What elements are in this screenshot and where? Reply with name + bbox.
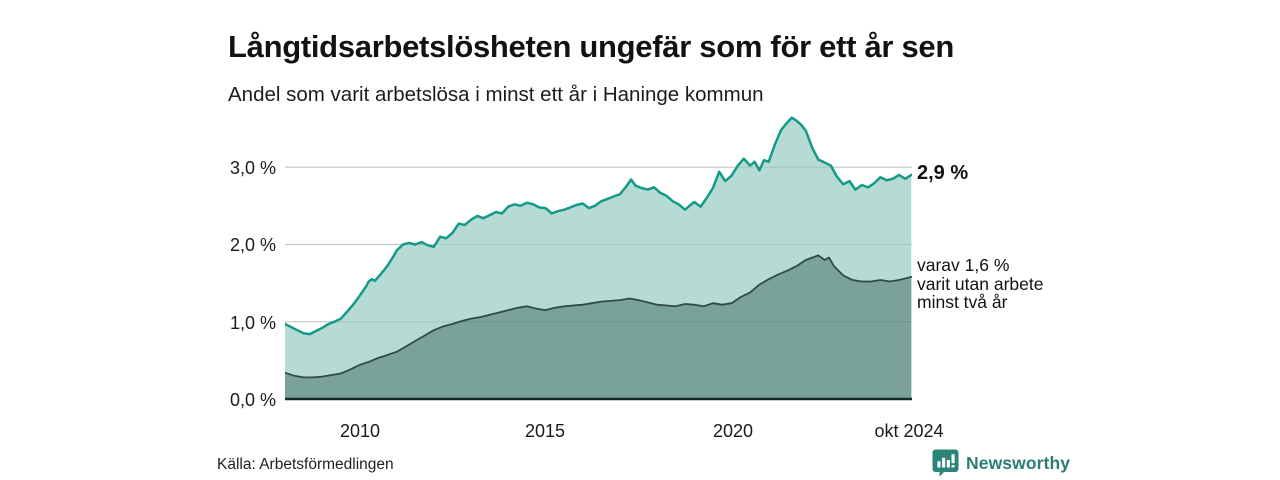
secondary-annotation-line-1: varav 1,6 %	[917, 255, 1010, 275]
secondary-annotation-line-2: varit utan arbete	[917, 273, 1044, 294]
y-axis-tick-3: 3,0 %	[229, 158, 276, 178]
x-axis-tick-okt-2024: okt 2024	[874, 421, 944, 441]
x-axis-tick-2015: 2015	[524, 421, 566, 441]
secondary-value-annotation: varav 1,6 % varit utan arbete minst två …	[917, 256, 1043, 312]
area-chart-plot	[285, 116, 912, 401]
secondary-annotation-line-3: minst två år	[917, 292, 1008, 312]
y-axis-tick-2: 2,0 %	[229, 235, 276, 255]
y-axis-tick-1: 1,0 %	[229, 313, 276, 333]
y-axis-tick-0: 0,0 %	[229, 390, 276, 410]
x-axis-tick-2020: 2020	[712, 421, 754, 441]
x-axis-tick-2010: 2010	[339, 421, 381, 441]
newsworthy-wordmark: Newsworthy	[966, 452, 1071, 473]
newsworthy-bar-chart-icon	[932, 449, 959, 477]
newsworthy-logo: Newsworthy	[932, 449, 1070, 477]
source-attribution: Källa: Arbetsförmedlingen	[217, 456, 394, 473]
chart-subtitle: Andel som varit arbetslösa i minst ett å…	[228, 82, 764, 106]
chart-title: Långtidsarbetslösheten ungefär som för e…	[228, 28, 955, 64]
latest-value-label: 2,9 %	[917, 162, 969, 184]
